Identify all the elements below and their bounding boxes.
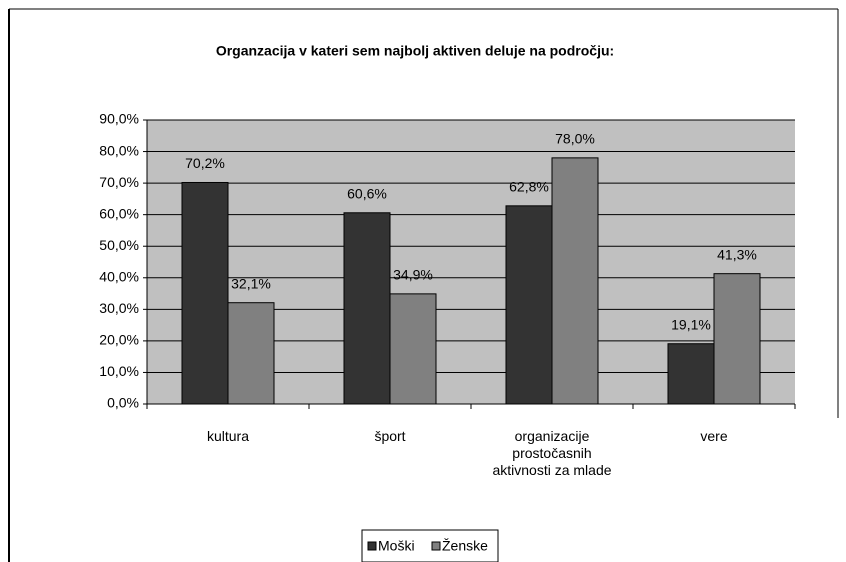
value-label: 78,0% (555, 131, 595, 147)
x-tick-label: vere (700, 428, 728, 444)
y-tick-label: 10,0% (99, 363, 139, 379)
value-label: 70,2% (185, 155, 225, 171)
value-label: 34,9% (393, 267, 433, 283)
bar (505, 205, 553, 405)
x-tick-label: organizacije prostočasnih aktivnosti za … (492, 428, 612, 478)
bar (713, 273, 761, 405)
y-tick-label: 60,0% (99, 205, 139, 221)
legend-label: Moški (378, 538, 415, 554)
value-label: 32,1% (231, 275, 271, 291)
legend-box (361, 529, 499, 562)
y-tick-label: 80,0% (99, 142, 139, 158)
value-label: 19,1% (671, 316, 711, 332)
legend-swatch (431, 541, 441, 551)
bar (551, 157, 599, 405)
legend-label: Ženske (442, 538, 488, 554)
value-label: 62,8% (509, 179, 549, 195)
y-tick-label: 70,0% (99, 174, 139, 190)
x-tick-label: kultura (206, 428, 250, 444)
bar (667, 343, 715, 405)
bar (181, 181, 229, 405)
y-tick-label: 20,0% (99, 332, 139, 348)
bar (389, 293, 437, 405)
y-tick-label: 30,0% (99, 300, 139, 316)
chart-title: Organzacija v kateri sem najbolj aktiven… (216, 43, 614, 59)
value-label: 60,6% (347, 185, 387, 201)
y-tick-label: 40,0% (99, 268, 139, 284)
x-tick-label: šport (374, 428, 406, 444)
y-tick-label: 50,0% (99, 237, 139, 253)
bar (343, 212, 391, 405)
y-tick-label: 90,0% (99, 111, 139, 127)
bar (227, 302, 275, 405)
y-tick-label: 0,0% (107, 395, 139, 411)
value-label: 41,3% (717, 246, 757, 262)
legend-swatch (367, 541, 377, 551)
